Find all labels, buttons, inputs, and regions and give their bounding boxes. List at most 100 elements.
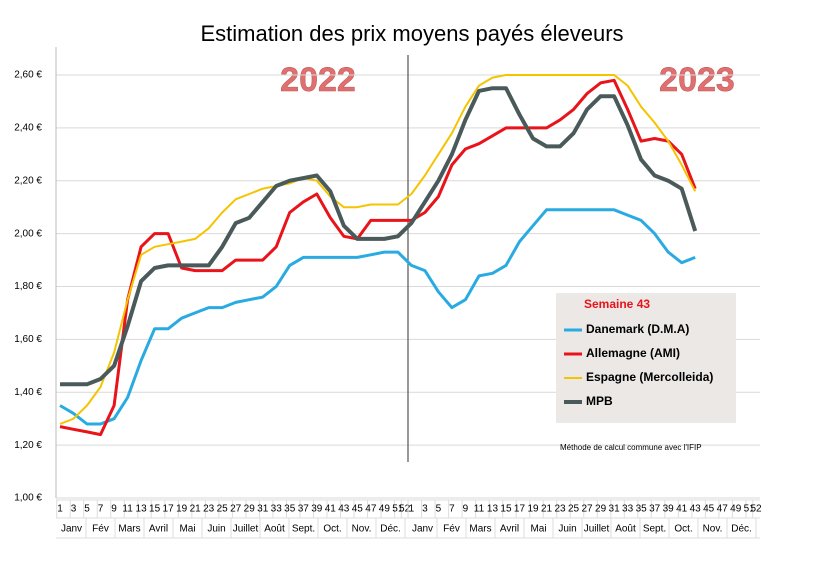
legend-label: MPB <box>586 394 613 408</box>
x-tick-label: 7 <box>98 504 104 515</box>
x-tick-label: 1 <box>57 504 63 515</box>
x-tick-label: 31 <box>257 504 269 515</box>
series-line <box>59 74 697 425</box>
series-line <box>59 208 696 426</box>
x-tick-label: 51 <box>744 504 756 515</box>
month-label: Juillet <box>233 524 259 535</box>
x-tick-label: 5 <box>84 504 90 515</box>
legend-label: Espagne (Mercolleida) <box>586 370 713 384</box>
x-tick-label: 23 <box>554 504 566 515</box>
x-tick-label: 11 <box>474 504 485 515</box>
month-label: Nov. <box>703 524 723 535</box>
x-tick-label: 47 <box>365 504 377 515</box>
month-label: Fév <box>92 524 109 535</box>
x-tick-label: 52 <box>750 504 762 515</box>
month-label: Sept. <box>643 524 666 535</box>
month-label: Sept. <box>292 524 315 535</box>
month-label: Août <box>615 524 636 535</box>
x-tick-label: 33 <box>622 504 634 515</box>
month-label: Janv <box>412 524 433 535</box>
month-label: Déc. <box>731 524 752 535</box>
x-tick-label: 19 <box>176 504 188 515</box>
legend-label: Allemagne (AMI) <box>586 346 680 360</box>
x-tick-label: 49 <box>730 504 742 515</box>
month-label: Oct. <box>323 524 341 535</box>
y-tick-label: 2,60 € <box>14 70 42 81</box>
x-tick-label: 43 <box>338 504 350 515</box>
month-label: Nov. <box>352 524 372 535</box>
x-tick-label: 31 <box>609 504 621 515</box>
x-tick-label: 45 <box>352 504 364 515</box>
x-tick-label: 47 <box>717 504 729 515</box>
month-label: Déc. <box>380 524 401 535</box>
x-tick-label: 19 <box>527 504 539 515</box>
month-label: Août <box>264 524 285 535</box>
legend-box <box>556 293 736 423</box>
x-tick-label: 29 <box>595 504 607 515</box>
month-label: Avril <box>500 524 519 535</box>
year-label: 2023 <box>659 61 735 99</box>
y-tick-label: 2,20 € <box>14 175 42 186</box>
x-tick-label: 37 <box>298 504 310 515</box>
month-label: Avril <box>149 524 168 535</box>
x-tick-label: 39 <box>663 504 675 515</box>
x-tick-label: 17 <box>514 504 526 515</box>
x-tick-label: 3 <box>71 504 77 515</box>
x-tick-label: 7 <box>449 504 455 515</box>
x-tick-label: 39 <box>311 504 323 515</box>
y-tick-label: 2,40 € <box>14 123 42 134</box>
x-tick-label: 17 <box>163 504 175 515</box>
x-tick-label: 21 <box>190 504 202 515</box>
x-tick-label: 27 <box>230 504 242 515</box>
legend-title: Semaine 43 <box>584 297 650 311</box>
x-tick-label: 43 <box>690 504 702 515</box>
x-tick-label: 49 <box>379 504 391 515</box>
month-label: Mars <box>469 524 491 535</box>
x-tick-label: 15 <box>500 504 512 515</box>
series-line <box>60 86 698 387</box>
x-tick-label: 21 <box>541 504 553 515</box>
x-tick-label: 35 <box>636 504 648 515</box>
month-label: Oct. <box>674 524 692 535</box>
x-tick-label: 37 <box>649 504 661 515</box>
month-label: Juin <box>207 524 225 535</box>
month-label: Juin <box>558 524 576 535</box>
y-tick-label: 2,00 € <box>14 228 42 239</box>
y-tick-label: 1,20 € <box>14 440 42 451</box>
month-label: Juillet <box>584 524 610 535</box>
x-tick-label: 23 <box>203 504 215 515</box>
x-tick-label: 41 <box>676 504 688 515</box>
y-tick-label: 1,40 € <box>14 387 42 398</box>
x-tick-label: 27 <box>582 504 594 515</box>
x-tick-label: 15 <box>149 504 161 515</box>
chart-title: Estimation des prix moyens payés éleveur… <box>200 21 623 46</box>
x-tick-label: 33 <box>271 504 283 515</box>
x-tick-label: 13 <box>487 504 499 515</box>
y-tick-label: 1,00 € <box>14 493 42 504</box>
x-tick-label: 29 <box>244 504 256 515</box>
x-tick-label: 25 <box>217 504 229 515</box>
x-tick-label: 51 <box>392 504 404 515</box>
y-tick-label: 1,60 € <box>14 334 42 345</box>
x-tick-label: 9 <box>111 504 117 515</box>
month-label: Fév <box>443 524 460 535</box>
x-tick-label: 13 <box>136 504 148 515</box>
x-tick-label: 52 <box>399 504 411 515</box>
month-label: Mars <box>118 524 140 535</box>
month-label: Janv <box>61 524 82 535</box>
x-tick-label: 11 <box>122 504 133 515</box>
x-tick-label: 45 <box>703 504 715 515</box>
x-tick-label: 41 <box>325 504 337 515</box>
month-label: Mai <box>530 524 546 535</box>
x-tick-label: 25 <box>568 504 580 515</box>
x-tick-label: 5 <box>436 504 442 515</box>
x-tick-label: 1 <box>409 504 415 515</box>
x-tick-label: 3 <box>422 504 428 515</box>
note: Méthode de calcul commune avec l'IFIP <box>560 443 702 452</box>
x-tick-label: 35 <box>284 504 296 515</box>
y-tick-label: 1,80 € <box>14 281 42 292</box>
year-label: 2022 <box>280 61 356 99</box>
legend-label: Danemark (D.M.A) <box>586 322 689 336</box>
series-line <box>59 78 697 437</box>
